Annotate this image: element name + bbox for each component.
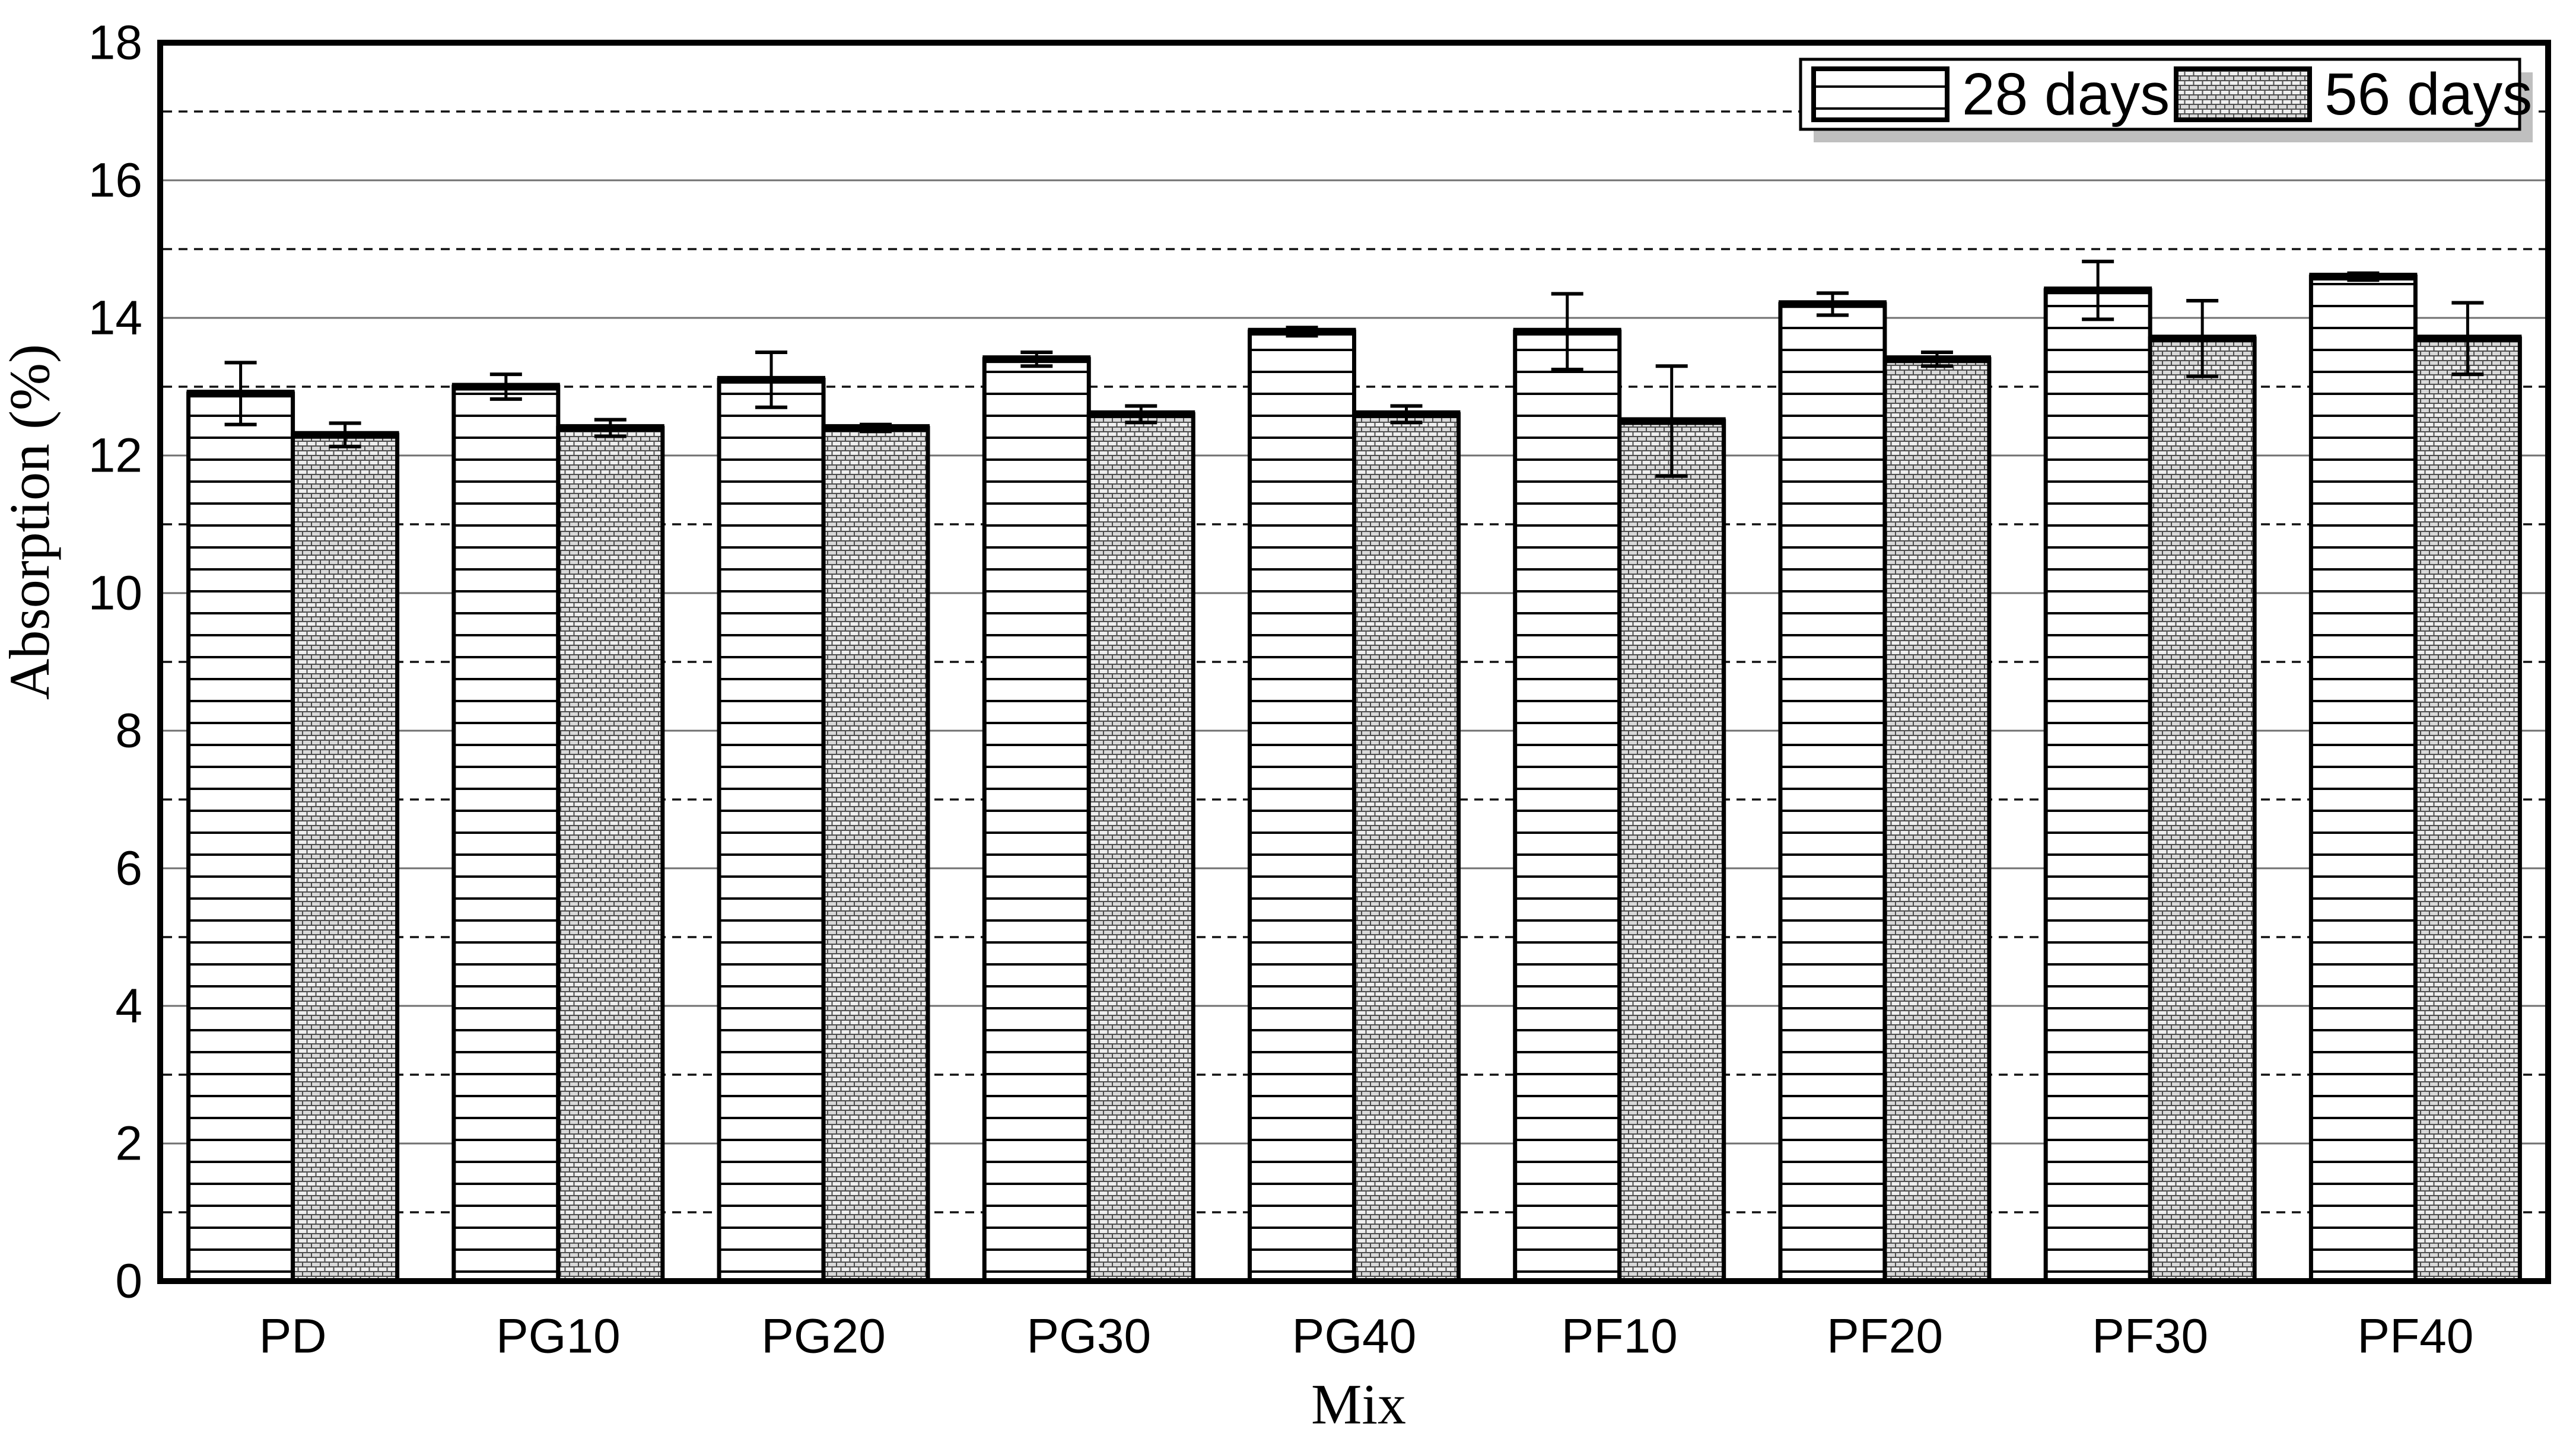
y-tick-label-18: 18 (88, 16, 142, 70)
y-tick-label-16: 16 (88, 154, 142, 208)
y-tick-label-0: 0 (115, 1254, 142, 1308)
bar-28-days-PF40 (2308, 274, 2418, 1283)
bar-28-days-PG10 (451, 384, 561, 1283)
y-tick-label-2: 2 (115, 1117, 142, 1171)
y-tick-labels: 0 2 4 6 8 10 12 14 16 18 (88, 16, 142, 1308)
bar-28-days-PG40 (1247, 329, 1356, 1283)
y-tick-label-4: 4 (115, 979, 142, 1033)
bar-28-days-PD (186, 391, 295, 1283)
legend: 28 days 56 days (1799, 58, 2533, 142)
y-tick-label-10: 10 (88, 566, 142, 620)
plot-frame (157, 40, 2551, 1284)
y-tick-label-8: 8 (115, 704, 142, 758)
bar-56-days-PF20 (1882, 357, 1992, 1283)
bar-56-days-PG20 (821, 426, 930, 1283)
x-axis-title: Mix (1311, 1372, 1406, 1436)
legend-swatch-56-days (2174, 66, 2312, 122)
y-tick-label-12: 12 (88, 429, 142, 483)
bar-56-days-PF40 (2413, 336, 2522, 1283)
bars-layer (186, 272, 2522, 1283)
x-category-label-PD: PD (259, 1310, 327, 1364)
x-category-label-PG20: PG20 (761, 1310, 886, 1364)
x-tick-labels: PD PG10 PG20 PG30 PG40 PF10 PF20 PF30 PF40 (259, 1310, 2474, 1364)
bar-28-days-PF10 (1513, 329, 1622, 1283)
error-bars-layer (224, 259, 2484, 478)
bar-56-days-PG10 (556, 426, 665, 1283)
x-category-label-PF10: PF10 (1561, 1310, 1678, 1364)
bar-28-days-PF20 (1778, 302, 1887, 1283)
bar-56-days-PF10 (1617, 419, 1726, 1283)
x-category-label-PF40: PF40 (2357, 1310, 2473, 1364)
bar-56-days-PG40 (1351, 412, 1461, 1283)
x-category-label-PF30: PF30 (2092, 1310, 2208, 1364)
x-category-label-PF20: PF20 (1827, 1310, 1943, 1364)
y-tick-label-6: 6 (115, 842, 142, 896)
legend-label-28-days: 28 days (1962, 61, 2170, 128)
legend-swatch-28-days (1811, 66, 1950, 122)
x-category-label-PG10: PG10 (496, 1310, 621, 1364)
bar-56-days-PF30 (2148, 336, 2257, 1283)
y-axis-title: Absorption (%) (0, 344, 61, 700)
bar-28-days-PF30 (2043, 288, 2152, 1283)
x-category-label-PG40: PG40 (1292, 1310, 1417, 1364)
y-tick-label-14: 14 (88, 291, 142, 345)
bar-56-days-PG30 (1086, 412, 1195, 1283)
bar-28-days-PG20 (717, 377, 826, 1283)
bar-56-days-PD (291, 432, 400, 1283)
bar-28-days-PG30 (982, 357, 1091, 1283)
legend-label-56-days: 56 days (2324, 61, 2532, 128)
x-category-label-PG30: PG30 (1026, 1310, 1151, 1364)
